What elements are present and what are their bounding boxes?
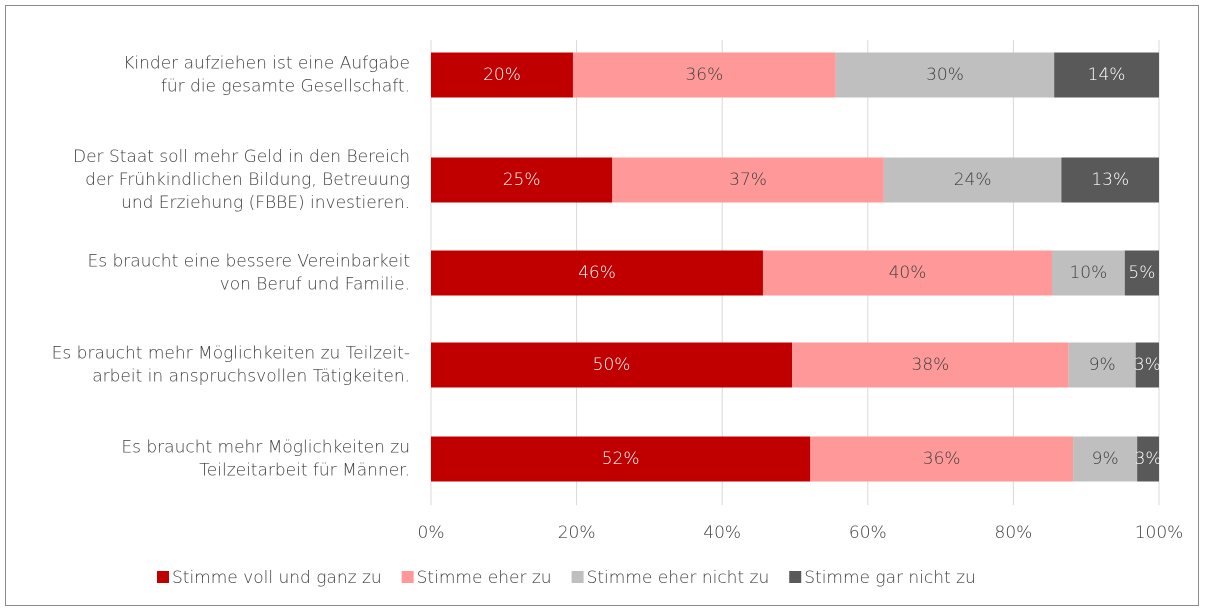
x-tick-label: 0%: [418, 523, 445, 543]
bar-segment: [431, 52, 573, 98]
legend-label: Stimme eher zu: [417, 568, 552, 588]
bar-segment: [572, 52, 836, 98]
data-label: 50%: [593, 355, 631, 375]
legend-swatch: [157, 571, 169, 583]
x-tick-label: 60%: [849, 523, 887, 543]
legend-swatch: [571, 571, 584, 583]
data-label: 14%: [1088, 65, 1126, 85]
x-tick-label: 20%: [558, 523, 596, 543]
bar-segment: [431, 436, 811, 482]
x-tick-label: 100%: [1135, 523, 1184, 543]
data-label: 9%: [1092, 449, 1119, 469]
category-label: der Frühkindlichen Bildung, Betreuung: [85, 170, 410, 190]
category-label: und Erziehung (FBBE) investieren.: [121, 193, 410, 213]
bar-segment: [1068, 342, 1136, 388]
data-label: 36%: [685, 65, 723, 85]
bar-segment: [1135, 342, 1159, 388]
category-label: Es braucht mehr Möglichkeiten zu Teilzei…: [52, 344, 410, 364]
data-label: 38%: [912, 355, 950, 375]
legend-swatch: [401, 571, 414, 583]
bar-segment: [762, 250, 1052, 296]
bar-segment: [431, 342, 793, 388]
legend-label: Stimme eher nicht zu: [587, 568, 770, 588]
bar-segment: [431, 250, 763, 296]
category-label: Es braucht mehr Möglichkeiten zu: [121, 438, 410, 458]
legend-label: Stimme gar nicht zu: [804, 568, 976, 588]
bar-segment: [810, 436, 1074, 482]
data-label: 36%: [923, 449, 961, 469]
data-label: 40%: [889, 263, 927, 283]
bar-segment: [792, 342, 1069, 388]
category-label: Kinder aufziehen ist eine Aufgabe: [123, 54, 410, 74]
data-label: 52%: [602, 449, 640, 469]
category-label: Teilzeitarbeit für Männer.: [199, 461, 410, 481]
bar-segment: [1061, 157, 1159, 203]
data-label: 3%: [1135, 449, 1162, 469]
bar-segment: [1124, 250, 1159, 296]
bar-segment: [1054, 52, 1159, 98]
category-label: für die gesamte Gesellschaft.: [161, 77, 410, 97]
data-label: 46%: [578, 263, 616, 283]
data-label: 30%: [926, 65, 964, 85]
data-label: 3%: [1134, 355, 1161, 375]
category-label: von Beruf und Familie.: [220, 275, 410, 295]
bar-segment: [883, 157, 1062, 203]
x-tick-label: 80%: [995, 523, 1033, 543]
x-tick-label: 40%: [703, 523, 741, 543]
data-label: 5%: [1128, 263, 1155, 283]
data-label: 24%: [954, 170, 992, 190]
data-label: 20%: [483, 65, 521, 85]
bar-segment: [1073, 436, 1138, 482]
category-label: Der Staat soll mehr Geld in den Bereich: [73, 147, 410, 167]
bar-segment: [1051, 250, 1125, 296]
data-label: 10%: [1069, 263, 1107, 283]
frame: [5, 5, 1199, 606]
data-label: 25%: [503, 170, 541, 190]
data-label: 13%: [1091, 170, 1129, 190]
legend-swatch: [789, 571, 802, 583]
bar-segment: [612, 157, 884, 203]
bar-segment: [835, 52, 1055, 98]
legend-label: Stimme voll und ganz zu: [172, 568, 382, 588]
category-label: arbeit in anspruchsvollen Tätigkeiten.: [92, 367, 410, 387]
category-label: Es braucht eine bessere Vereinbarkeit: [87, 252, 410, 272]
bar-segment: [431, 157, 613, 203]
data-label: 9%: [1089, 355, 1116, 375]
bar-segment: [1137, 436, 1159, 482]
data-label: 37%: [729, 170, 767, 190]
